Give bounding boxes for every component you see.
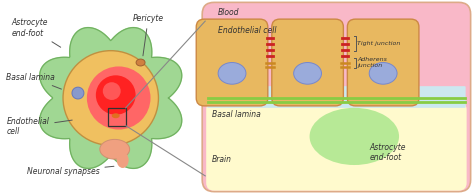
Text: Basal lamina: Basal lamina [6,73,62,89]
Text: Endothelial
cell: Endothelial cell [6,117,72,136]
Text: Astrocyte
end-foot: Astrocyte end-foot [11,18,61,47]
Circle shape [63,51,158,145]
Ellipse shape [136,59,145,66]
Ellipse shape [117,152,128,168]
Circle shape [72,87,84,99]
Text: Tight junction: Tight junction [357,41,401,46]
Text: Pericyte: Pericyte [133,14,164,56]
Text: Neuronal synapses: Neuronal synapses [27,166,114,176]
FancyBboxPatch shape [206,102,466,191]
Text: Endothelial cell: Endothelial cell [218,26,277,35]
Ellipse shape [218,63,246,84]
FancyBboxPatch shape [272,19,343,106]
FancyBboxPatch shape [347,19,419,106]
Ellipse shape [310,108,399,165]
FancyBboxPatch shape [196,19,268,106]
Ellipse shape [100,139,129,159]
Text: Blood: Blood [218,8,240,17]
Text: Brain: Brain [212,155,232,164]
FancyBboxPatch shape [207,86,465,108]
Text: Adherens
junction: Adherens junction [357,57,387,68]
Circle shape [87,66,151,129]
FancyBboxPatch shape [202,2,471,192]
Ellipse shape [369,63,397,84]
Bar [108,108,126,126]
Polygon shape [40,27,182,168]
Text: Basal lamina: Basal lamina [212,110,261,119]
Text: Astrocyte
end-foot: Astrocyte end-foot [369,143,406,162]
Ellipse shape [294,63,321,84]
Ellipse shape [112,113,120,118]
Circle shape [96,75,136,115]
Circle shape [103,82,121,100]
